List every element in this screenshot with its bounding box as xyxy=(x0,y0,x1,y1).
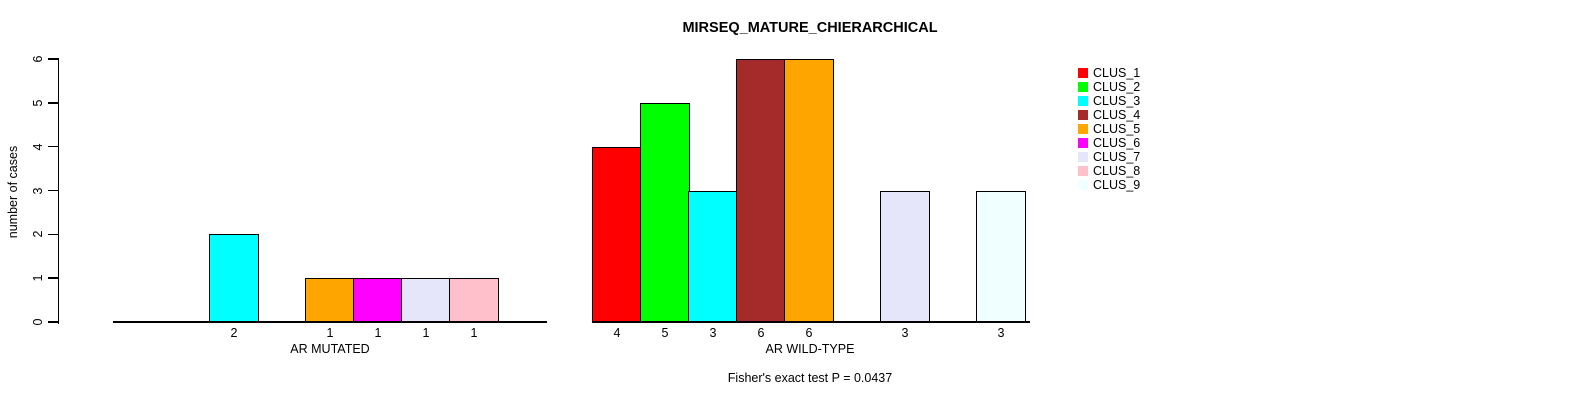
y-tick xyxy=(47,321,58,323)
bar-clus_5 xyxy=(305,278,355,322)
x-axis-label-ar-mutated: AR MUTATED xyxy=(290,342,370,356)
bar-clus_6 xyxy=(353,278,403,322)
bar-clus_5 xyxy=(784,59,834,322)
legend-label: CLUS_9 xyxy=(1093,178,1141,192)
y-tick-label: 5 xyxy=(31,99,45,107)
bar-clus_2 xyxy=(640,102,690,322)
legend-swatch-clus_8 xyxy=(1078,166,1088,176)
legend-label: CLUS_2 xyxy=(1093,80,1141,94)
bar-value-label: 1 xyxy=(470,326,478,340)
legend-label: CLUS_6 xyxy=(1093,136,1141,150)
bar-value-label: 6 xyxy=(757,326,765,340)
y-tick xyxy=(47,58,58,60)
y-tick xyxy=(47,145,58,148)
legend-label: CLUS_5 xyxy=(1093,122,1141,136)
bar-value-label: 5 xyxy=(661,326,669,340)
bar-clus_3 xyxy=(209,234,259,322)
bar-value-label: 4 xyxy=(613,326,621,340)
y-tick-label: 6 xyxy=(31,55,45,63)
legend-label: CLUS_4 xyxy=(1093,108,1141,122)
y-tick xyxy=(47,189,58,192)
legend-item: CLUS_7 xyxy=(1078,150,1140,164)
y-tick-label: 3 xyxy=(31,187,45,194)
bar-clus_8 xyxy=(449,278,499,322)
bar-clus_1 xyxy=(592,146,642,322)
legend-swatch-clus_9 xyxy=(1078,180,1088,190)
bar-value-label: 3 xyxy=(901,326,909,340)
legend-item: CLUS_8 xyxy=(1078,164,1140,178)
legend-item: CLUS_3 xyxy=(1078,94,1140,108)
legend-swatch-clus_5 xyxy=(1078,124,1088,134)
bar-clus_7 xyxy=(880,190,930,322)
x-axis-line-right xyxy=(592,321,1030,323)
y-tick xyxy=(47,233,58,236)
legend-swatch-clus_1 xyxy=(1078,68,1088,78)
y-axis-title: number of cases xyxy=(6,145,20,239)
legend-item: CLUS_2 xyxy=(1078,80,1140,94)
legend: CLUS_1 CLUS_2 CLUS_3 CLUS_4 CLUS_5 CLUS_6 CLUS… xyxy=(1078,66,1218,196)
bar-clus_3 xyxy=(688,190,738,322)
y-tick-label: 0 xyxy=(31,318,45,326)
legend-item: CLUS_6 xyxy=(1078,136,1140,150)
y-axis-line xyxy=(57,58,59,324)
chart-title: MIRSEQ_MATURE_CHIERARCHICAL xyxy=(682,20,938,36)
legend-swatch-clus_2 xyxy=(1078,82,1088,92)
bar-value-label: 1 xyxy=(326,326,334,340)
legend-label: CLUS_8 xyxy=(1093,164,1141,178)
x-axis-label-ar-wild-type: AR WILD-TYPE xyxy=(765,342,855,356)
bar-value-label: 6 xyxy=(805,326,813,340)
legend-swatch-clus_7 xyxy=(1078,152,1088,162)
y-tick xyxy=(47,277,58,279)
legend-item: CLUS_1 xyxy=(1078,66,1140,80)
bar-value-label: 1 xyxy=(422,326,430,340)
bar-clus_7 xyxy=(401,278,451,322)
legend-item: CLUS_5 xyxy=(1078,122,1140,136)
bar-value-label: 3 xyxy=(709,326,717,340)
y-tick-label: 1 xyxy=(31,274,45,282)
legend-label: CLUS_7 xyxy=(1093,150,1141,164)
legend-swatch-clus_3 xyxy=(1078,96,1088,106)
legend-item: CLUS_9 xyxy=(1078,178,1140,192)
legend-swatch-clus_6 xyxy=(1078,138,1088,148)
bar-value-label: 3 xyxy=(997,326,1005,340)
bar-value-label: 1 xyxy=(374,326,382,340)
legend-label: CLUS_3 xyxy=(1093,94,1141,108)
bar-clus_4 xyxy=(736,59,786,322)
y-tick xyxy=(47,102,58,104)
fisher-test-annotation: Fisher's exact test P = 0.0437 xyxy=(727,371,893,385)
legend-item: CLUS_4 xyxy=(1078,108,1140,122)
y-tick-label: 2 xyxy=(31,230,45,238)
bar-clus_9 xyxy=(976,190,1026,322)
y-tick-label: 4 xyxy=(31,143,45,151)
legend-swatch-clus_4 xyxy=(1078,110,1088,120)
x-axis-line-left xyxy=(113,321,547,323)
legend-label: CLUS_1 xyxy=(1093,66,1141,80)
bar-value-label: 2 xyxy=(230,326,238,340)
